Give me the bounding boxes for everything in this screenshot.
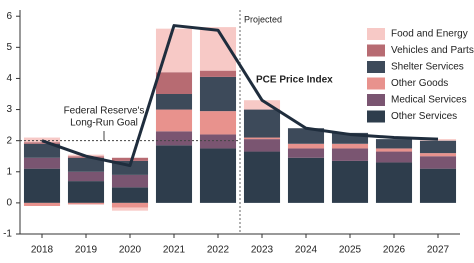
x-tick-label: 2022 (207, 245, 230, 256)
y-tick-label: 1 (6, 166, 12, 177)
x-tick-label: 2019 (75, 245, 98, 256)
x-tick-label: 2024 (295, 245, 318, 256)
bar-segment (243, 151, 281, 203)
bar-segment (155, 145, 193, 203)
bar-segment (111, 187, 149, 203)
bar-segment (287, 157, 325, 203)
legend-swatch (367, 110, 385, 123)
y-tick-label: 5 (6, 42, 12, 53)
bar-segment (331, 132, 369, 144)
bar-segment (67, 157, 105, 172)
y-tick-label: 2 (6, 135, 12, 146)
legend-swatch (367, 61, 385, 73)
bar-segment (199, 134, 237, 149)
x-tick-label: 2027 (427, 245, 450, 256)
legend-swatch (367, 28, 385, 40)
legend-label: Medical Services (391, 95, 467, 106)
legend-label: Vehicles and Parts (391, 45, 474, 56)
goal-label: Federal Reserve's (64, 106, 145, 117)
y-tick-label: -1 (3, 229, 12, 240)
bar-segment (199, 76, 237, 112)
bar-segment (287, 143, 325, 149)
bar-segment (23, 157, 61, 169)
y-tick-label: 6 (6, 11, 12, 22)
bar-segment (287, 148, 325, 158)
bar-segment (111, 157, 149, 161)
bar-segment (419, 140, 457, 154)
bar-segment (155, 72, 193, 94)
bar-segment (67, 181, 105, 203)
bar-segment (155, 94, 193, 110)
bar-segment (111, 207, 149, 211)
pce-line (41, 24, 439, 168)
x-tick-label: 2026 (383, 245, 406, 256)
bar-segment (375, 139, 413, 149)
bar-segment (243, 137, 281, 140)
bar-segment (419, 139, 457, 141)
bar-segment (199, 111, 237, 135)
bar-segment (23, 143, 61, 158)
bar-segment (419, 156, 457, 169)
bar-segment (331, 143, 369, 149)
bar-segment (111, 174, 149, 188)
bar-segment (67, 202, 105, 205)
pce-label: PCE Price Index (256, 75, 333, 86)
legend-label: Food and Energy (391, 29, 468, 40)
bar-segment (67, 171, 105, 182)
legend-label: Other Services (391, 111, 457, 122)
goal-label: Long-Run Goal (70, 118, 138, 129)
bar-segment (375, 162, 413, 203)
legend-label: Other Goods (391, 78, 448, 89)
bar-segment (375, 151, 413, 163)
legend-swatch (367, 94, 385, 106)
bar-segment (199, 148, 237, 203)
bar-segment (331, 160, 369, 203)
bar-segment (111, 202, 149, 208)
y-tick-label: 0 (6, 198, 12, 209)
bar-segment (23, 202, 61, 206)
bar-segment (23, 142, 61, 144)
bar-segment (243, 100, 281, 110)
x-tick-label: 2023 (251, 245, 274, 256)
bar-segment (419, 153, 457, 157)
bar-segment (23, 137, 61, 143)
x-tick-label: 2021 (163, 245, 186, 256)
projected-label: Projected (244, 14, 282, 24)
bar-segment (331, 148, 369, 161)
bar-segment (287, 128, 325, 144)
bar-segment (243, 109, 281, 138)
bar-segment (199, 70, 237, 77)
x-tick-label: 2025 (339, 245, 362, 256)
legend-swatch (367, 77, 385, 90)
bar-segment (155, 131, 193, 146)
legend-box (363, 24, 460, 124)
y-tick-label: 4 (6, 73, 12, 84)
bar-segment (375, 148, 413, 152)
legend-label: Shelter Services (391, 62, 464, 73)
bar-segment (23, 168, 61, 203)
x-tick-label: 2018 (31, 245, 54, 256)
bar-segment (243, 139, 281, 152)
bar-segment (155, 109, 193, 132)
y-tick-label: 3 (6, 104, 12, 115)
x-tick-label: 2020 (119, 245, 142, 256)
bar-segment (419, 168, 457, 203)
legend-swatch (367, 44, 385, 57)
